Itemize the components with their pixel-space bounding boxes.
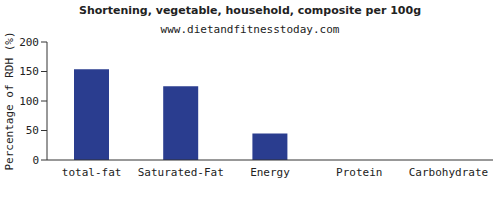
svg-text:100: 100 [19, 95, 39, 108]
svg-text:Carbohydrate: Carbohydrate [409, 166, 488, 179]
svg-text:Saturated-Fat: Saturated-Fat [138, 166, 224, 179]
svg-text:Percentage of RDH (%): Percentage of RDH (%) [8, 31, 16, 170]
svg-text:150: 150 [19, 65, 39, 78]
svg-text:50: 50 [26, 124, 39, 137]
svg-text:0: 0 [32, 154, 39, 167]
svg-text:200: 200 [19, 36, 39, 49]
svg-text:Protein: Protein [336, 166, 382, 179]
svg-text:www.dietandfitnesstoday.com: www.dietandfitnesstoday.com [161, 23, 340, 36]
svg-text:Shortening, vegetable, househo: Shortening, vegetable, household, compos… [79, 4, 421, 17]
svg-text:total-fat: total-fat [62, 166, 122, 179]
svg-text:Energy: Energy [250, 166, 290, 179]
